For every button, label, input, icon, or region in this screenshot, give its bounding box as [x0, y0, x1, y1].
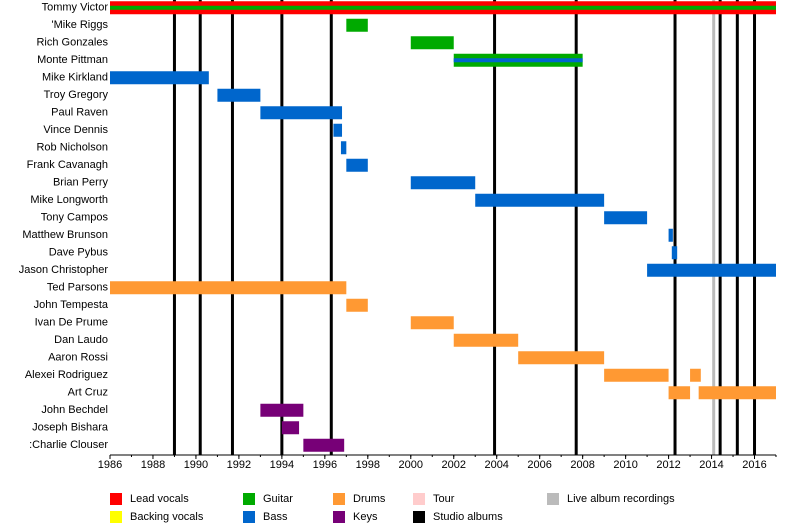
x-tick-label: 1988: [141, 459, 165, 471]
x-tick-label: 2016: [742, 459, 766, 471]
member-label: Rich Gonzales: [36, 37, 108, 49]
x-tick-label: 1990: [184, 459, 208, 471]
legend-label: Drums: [353, 493, 386, 505]
legend-label: Live album recordings: [567, 493, 675, 505]
span-bar: [110, 281, 347, 295]
member-label: Aaron Rossi: [48, 352, 108, 364]
member-label: John Bechdel: [41, 404, 108, 416]
span-bar: [410, 316, 454, 330]
member-label: Rob Nicholson: [36, 142, 108, 154]
x-tick-label: 2010: [613, 459, 637, 471]
legend-label: Lead vocals: [130, 493, 189, 505]
member-label: Monte Pittman: [37, 54, 108, 66]
legend-swatch: [333, 511, 345, 523]
member-label: Ted Parsons: [47, 282, 109, 294]
span-bar: [110, 5, 776, 10]
span-bar: [333, 123, 343, 137]
x-tick-label: 2012: [656, 459, 680, 471]
member-label: Joseph Bishara: [32, 422, 109, 434]
legend-swatch: [110, 511, 122, 523]
member-label: Alexei Rodriguez: [25, 369, 108, 381]
legend-swatch: [413, 511, 425, 523]
x-tick-label: 1986: [98, 459, 122, 471]
legend-swatch: [243, 511, 255, 523]
member-label: Tommy Victor: [42, 2, 109, 14]
span-bar: [410, 36, 454, 50]
member-label: Jason Christopher: [19, 264, 109, 276]
span-bar: [303, 438, 345, 452]
legend-label: Bass: [263, 511, 288, 523]
member-label: :Charlie Clouser: [29, 439, 108, 451]
member-label: Mike Longworth: [30, 194, 108, 206]
span-bar: [668, 386, 691, 400]
span-bar: [668, 228, 673, 242]
member-label: Dan Laudo: [54, 334, 108, 346]
span-bar: [698, 386, 776, 400]
span-bar: [671, 246, 678, 260]
legend-swatch: [413, 493, 425, 505]
span-bar: [110, 71, 209, 85]
legend-label: Tour: [433, 493, 455, 505]
member-label: Art Cruz: [68, 387, 108, 399]
span-bar: [217, 88, 261, 102]
x-tick-label: 1998: [356, 459, 380, 471]
legend-swatch: [547, 493, 559, 505]
x-tick-label: 2014: [699, 459, 723, 471]
member-label: Paul Raven: [51, 107, 108, 119]
x-tick-label: 1996: [313, 459, 337, 471]
span-bar: [647, 263, 776, 277]
member-label: Frank Cavanagh: [27, 159, 108, 171]
span-bar: [604, 211, 648, 225]
span-bar: [346, 158, 368, 172]
member-label: Matthew Brunson: [22, 229, 108, 241]
span-bar: [340, 141, 347, 155]
member-label: Vince Dennis: [43, 124, 108, 136]
member-label: Mike Kirkland: [42, 72, 108, 84]
span-bar: [453, 58, 583, 63]
member-label: Brian Perry: [53, 177, 109, 189]
x-tick-label: 2008: [570, 459, 594, 471]
x-tick-label: 1992: [227, 459, 251, 471]
legend-swatch: [110, 493, 122, 505]
legend-label: Backing vocals: [130, 511, 204, 523]
x-tick-label: 2000: [399, 459, 423, 471]
span-bar: [346, 18, 368, 32]
member-label: Dave Pybus: [49, 247, 109, 259]
legend-label: Keys: [353, 511, 378, 523]
span-bar: [518, 351, 605, 365]
x-tick-label: 1994: [270, 459, 294, 471]
span-bar: [346, 298, 368, 312]
span-bar: [453, 333, 519, 347]
legend-swatch: [243, 493, 255, 505]
member-label: 'Mike Riggs: [51, 19, 108, 31]
span-bar: [475, 193, 605, 207]
member-label: Ivan De Prume: [35, 317, 108, 329]
span-bar: [604, 368, 669, 382]
legend-label: Studio albums: [433, 511, 503, 523]
legend-swatch: [333, 493, 345, 505]
member-label: Troy Gregory: [44, 89, 109, 101]
span-bar: [410, 176, 476, 190]
member-label: John Tempesta: [34, 299, 109, 311]
span-bar: [281, 421, 300, 435]
span-bar: [260, 106, 343, 120]
span-bar: [260, 403, 304, 417]
span-bar: [690, 368, 701, 382]
x-tick-label: 2002: [441, 459, 465, 471]
x-tick-label: 2006: [527, 459, 551, 471]
x-tick-label: 2004: [484, 459, 508, 471]
member-label: Tony Campos: [41, 212, 109, 224]
legend-label: Guitar: [263, 493, 293, 505]
